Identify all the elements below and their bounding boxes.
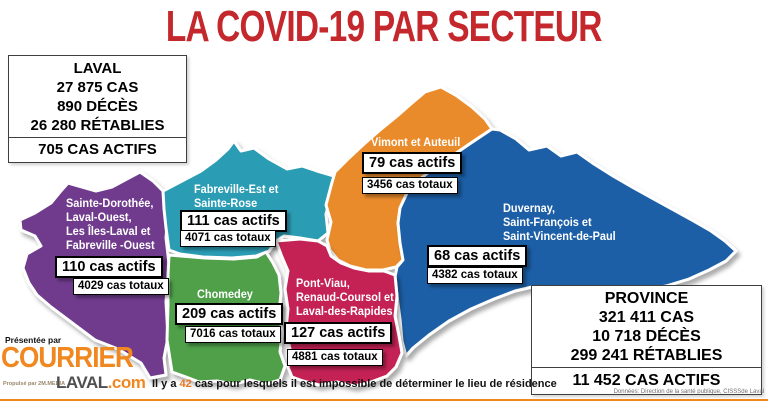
logo-laval-text: LAVAL <box>56 373 108 392</box>
laval-active-cases: 705 CAS ACTIFS <box>38 141 157 158</box>
province-title: PROVINCE <box>604 290 689 307</box>
bottom-accent-bar <box>0 399 768 401</box>
sector-label-vimont-auteuil: Vimont et Auteuil <box>371 137 461 149</box>
laval-cases: 27 875 CAS <box>56 79 139 96</box>
sector-label-duvernay: Duvernay, Saint-François et Saint-Vincen… <box>503 203 616 243</box>
total-cases-chomedey: 7016 cas totaux <box>185 326 281 343</box>
total-cases-duvernay: 4382 cas totaux <box>427 267 523 284</box>
sector-label-chomedey: Chomedey <box>197 289 253 301</box>
province-stats-box: PROVINCE 321 411 CAS 10 718 DÉCÈS 299 24… <box>531 285 762 395</box>
laval-stats-box: LAVAL 27 875 CAS 890 DÉCÈS 26 280 RÉTABL… <box>8 55 187 163</box>
total-cases-sainte-dorothee-laval-ouest: 4029 cas totaux <box>73 278 169 295</box>
laval-deaths: 890 DÉCÈS <box>57 98 138 115</box>
total-cases-pont-viau: 4881 cas totaux <box>287 349 383 366</box>
active-cases-pont-viau: 127 cas actifs <box>284 322 393 344</box>
active-cases-chomedey: 209 cas actifs <box>175 303 284 325</box>
province-deaths: 10 718 DÉCÈS <box>592 328 701 345</box>
laval-recovered: 26 280 RÉTABLIES <box>30 117 165 134</box>
logo-com-text: .com <box>107 373 146 392</box>
total-cases-fabreville-est-sainte-rose: 4071 cas totaux <box>180 230 276 247</box>
active-cases-fabreville-est-sainte-rose: 111 cas actifs <box>180 210 287 232</box>
sector-label-sainte-dorothee-laval-ouest: Sainte-Dorothée, Laval-Ouest, Les Îles-L… <box>66 198 155 252</box>
residence-note: Il y a 42 cas pour lesquels il est impos… <box>152 378 557 390</box>
sector-label-fabreville-est-sainte-rose: Fabreville-Est et Sainte-Rose <box>194 184 279 210</box>
sector-label-pont-viau: Pont-Viau, Renaud-Coursol et Laval-des-R… <box>296 278 394 318</box>
active-cases-vimont-auteuil: 79 cas actifs <box>362 152 463 174</box>
logo-laval-com: LAVAL.com <box>56 373 146 393</box>
province-cases: 321 411 CAS <box>598 309 695 326</box>
total-cases-vimont-auteuil: 3456 cas totaux <box>362 177 458 194</box>
logo-powered-by: Propulsé par 2M.MEDIA <box>3 381 66 387</box>
province-recovered: 299 241 RÉTABLIES <box>570 347 723 364</box>
courrier-laval-logo: COURRIER <box>1 342 134 374</box>
active-cases-sainte-dorothee-laval-ouest: 110 cas actifs <box>55 256 163 278</box>
data-source-attribution: Données: Direction de la santé publique,… <box>613 389 764 395</box>
page-title: LA COVID-19 PAR SECTEUR <box>166 2 603 51</box>
active-cases-duvernay: 68 cas actifs <box>427 245 528 267</box>
province-active-cases: 11 452 CAS ACTIFS <box>572 372 721 389</box>
note-count: 42 <box>179 378 192 390</box>
laval-title: LAVAL <box>73 60 122 77</box>
presented-by-label: Présentée par <box>5 335 62 345</box>
